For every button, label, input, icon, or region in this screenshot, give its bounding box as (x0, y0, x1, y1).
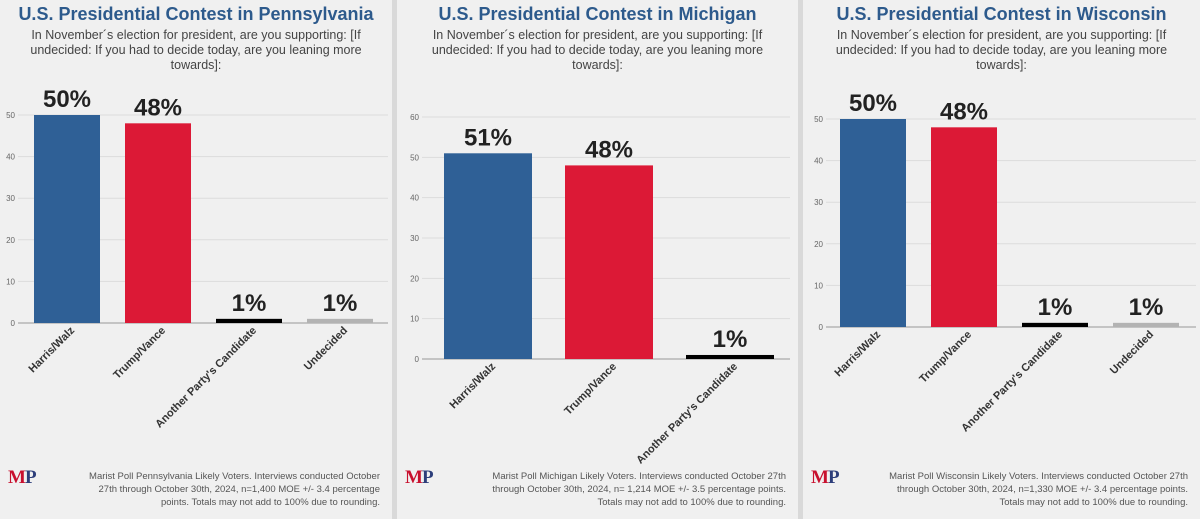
y-tick-label: 40 (814, 157, 823, 166)
data-label: 1% (713, 326, 748, 353)
data-label: 48% (134, 94, 182, 121)
y-tick-label: 50 (814, 115, 823, 124)
category-label: Undecided (302, 325, 350, 373)
wisconsin-plot: 0 10 20 30 40 50 50% Harris/Walz 48% Trump/Vance 1… (814, 90, 1196, 435)
pennsylvania-plot: 0 10 20 30 40 50 50% Harris/Walz 48% Trump/Vance 1… (6, 86, 388, 431)
bar (686, 354, 774, 359)
y-tick-label: 20 (814, 240, 823, 249)
marist-poll-logo: MP (811, 467, 840, 488)
y-tick-label: 0 (11, 319, 16, 328)
bar (565, 165, 653, 359)
michigan-plot: 0 10 20 30 40 50 60 51% Harris/Walz 48% Trump/Vanc… (410, 113, 790, 467)
y-tick-label: 0 (819, 323, 824, 332)
data-label: 1% (323, 290, 358, 317)
category-label: Another Party's Candidate (153, 325, 259, 431)
y-tick-label: 10 (814, 281, 823, 290)
category-label: Harris/Walz (448, 360, 499, 411)
bar (444, 153, 532, 359)
y-tick-label: 30 (6, 194, 15, 203)
chart-footnote: Marist Poll Wisconsin Likely Voters. Int… (889, 471, 1188, 508)
chart-title: U.S. Presidential Contest in Wisconsin (836, 4, 1167, 24)
bar (931, 127, 997, 327)
data-label: 50% (43, 86, 91, 113)
chart-subtitle: In November´s election for president, ar… (835, 28, 1168, 72)
category-label: Trump/Vance (111, 325, 168, 382)
y-tick-label: 60 (410, 113, 419, 122)
data-label: 1% (232, 290, 267, 317)
data-label: 1% (1038, 294, 1073, 321)
marist-poll-logo: MP (8, 467, 37, 488)
category-label: Harris/Walz (833, 328, 884, 379)
data-label: 48% (585, 136, 633, 163)
data-label: 48% (940, 98, 988, 125)
category-label: Trump/Vance (562, 361, 619, 418)
bar (125, 123, 191, 323)
category-label: Another Party's Candidate (959, 329, 1065, 435)
y-tick-label: 20 (410, 274, 419, 283)
chart-title: U.S. Presidential Contest in Pennsylvani… (18, 4, 374, 24)
category-label: Trump/Vance (917, 329, 974, 386)
y-tick-label: 30 (410, 234, 419, 243)
y-tick-label: 0 (415, 355, 420, 364)
y-tick-label: 10 (6, 277, 15, 286)
category-label: Undecided (1108, 329, 1156, 377)
y-tick-label: 10 (410, 315, 419, 324)
y-tick-label: 40 (410, 194, 419, 203)
wisconsin-chart-panel: U.S. Presidential Contest in Wisconsin I… (803, 0, 1200, 519)
chart-subtitle: In November´s election for president, ar… (431, 28, 764, 72)
chart-footnote: Marist Poll Michigan Likely Voters. Inte… (492, 471, 786, 508)
bar (840, 119, 906, 327)
y-tick-label: 50 (6, 111, 15, 120)
y-tick-label: 40 (6, 153, 15, 162)
data-label: 51% (464, 124, 512, 151)
category-label: Another Party's Candidate (634, 361, 740, 467)
marist-poll-logo: MP (405, 467, 434, 488)
y-tick-label: 20 (6, 236, 15, 245)
chart-subtitle: In November´s election for president, ar… (30, 28, 362, 72)
y-tick-label: 30 (814, 198, 823, 207)
pennsylvania-chart-panel: U.S. Presidential Contest in Pennsylvani… (0, 0, 392, 519)
data-label: 1% (1129, 294, 1164, 321)
bar (307, 318, 373, 323)
y-tick-label: 50 (410, 153, 419, 162)
bar (1022, 322, 1088, 327)
bar (216, 318, 282, 323)
michigan-chart-panel: U.S. Presidential Contest in Michigan In… (397, 0, 798, 519)
data-label: 50% (849, 90, 897, 117)
category-label: Harris/Walz (27, 324, 78, 375)
bar (34, 115, 100, 323)
chart-title: U.S. Presidential Contest in Michigan (438, 4, 757, 24)
chart-footnote: Marist Poll Pennsylvania Likely Voters. … (89, 471, 380, 508)
bar (1113, 322, 1179, 327)
